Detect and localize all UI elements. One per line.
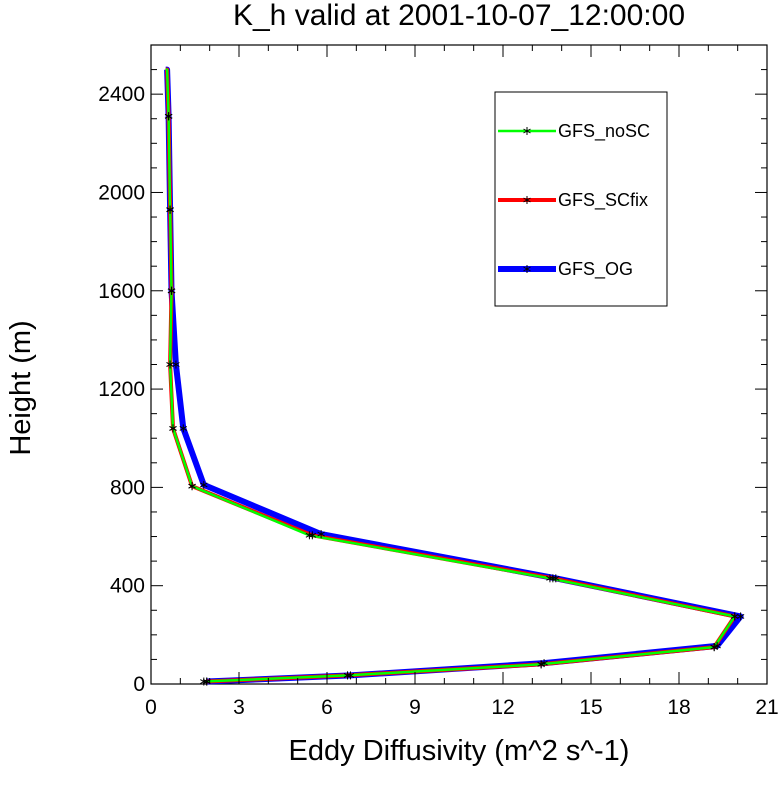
y-tick-label: 2400 bbox=[98, 83, 145, 106]
data-point-marker bbox=[188, 482, 196, 491]
x-tick-label: 21 bbox=[755, 696, 778, 719]
data-point-marker bbox=[200, 677, 208, 686]
chart-title: K_h valid at 2001-10-07_12:00:00 bbox=[233, 0, 685, 32]
y-axis-title: Height (m) bbox=[5, 320, 37, 455]
data-point-marker bbox=[710, 643, 718, 652]
legend-label-GFS_OG: GFS_OG bbox=[558, 259, 633, 280]
legend-marker bbox=[523, 196, 531, 204]
data-point-marker bbox=[166, 360, 174, 369]
x-tick-label: 12 bbox=[491, 696, 514, 719]
legend-marker bbox=[523, 265, 531, 273]
data-point-marker bbox=[200, 480, 208, 489]
data-point-marker bbox=[202, 677, 211, 686]
data-point-marker bbox=[346, 671, 355, 680]
data-point-marker bbox=[537, 660, 545, 669]
data-point-marker bbox=[546, 574, 554, 583]
data-point-marker bbox=[343, 671, 352, 680]
x-tick-label: 6 bbox=[321, 696, 333, 719]
y-tick-label: 2000 bbox=[98, 181, 145, 204]
series-layer bbox=[164, 66, 745, 686]
plot-area bbox=[150, 44, 768, 685]
data-point-marker bbox=[167, 286, 176, 295]
y-tick-label: 0 bbox=[133, 673, 145, 696]
data-point-marker bbox=[305, 531, 314, 540]
y-tick-label: 800 bbox=[110, 476, 145, 499]
legend-label-GFS_SCfix: GFS_SCfix bbox=[558, 190, 648, 211]
data-point-marker bbox=[549, 574, 557, 583]
plot-frame bbox=[150, 44, 768, 685]
legend-marker bbox=[523, 127, 531, 135]
data-point-marker bbox=[552, 574, 560, 583]
x-tick-label: 9 bbox=[409, 696, 421, 719]
data-point-marker bbox=[179, 424, 188, 433]
data-point-marker bbox=[172, 360, 180, 369]
x-tick-label: 3 bbox=[233, 696, 245, 719]
x-tick-label: 18 bbox=[667, 696, 690, 719]
y-tick-label: 1200 bbox=[98, 378, 145, 401]
data-point-marker bbox=[308, 531, 317, 540]
y-tick-label: 1600 bbox=[98, 280, 145, 303]
legend-label-GFS_noSC: GFS_noSC bbox=[558, 121, 650, 142]
data-point-marker bbox=[166, 205, 174, 214]
data-point-marker bbox=[730, 612, 739, 621]
data-point-marker bbox=[164, 112, 173, 121]
x-tick-label: 15 bbox=[579, 696, 602, 719]
data-point-marker bbox=[736, 612, 745, 621]
legend: GFS_noSC GFS_SCfix GFS_OG bbox=[494, 91, 668, 307]
data-point-marker bbox=[317, 530, 325, 539]
x-tick-label: 0 bbox=[145, 696, 157, 719]
axes-layer: 0 3 6 9 12 15 18 21 0 400 800 1200 1600 2000 2400 bbox=[98, 44, 779, 719]
x-axis-title: Eddy Diffusivity (m^2 s^-1) bbox=[289, 735, 630, 767]
y-tick-label: 400 bbox=[110, 575, 145, 598]
data-point-marker bbox=[169, 424, 177, 433]
